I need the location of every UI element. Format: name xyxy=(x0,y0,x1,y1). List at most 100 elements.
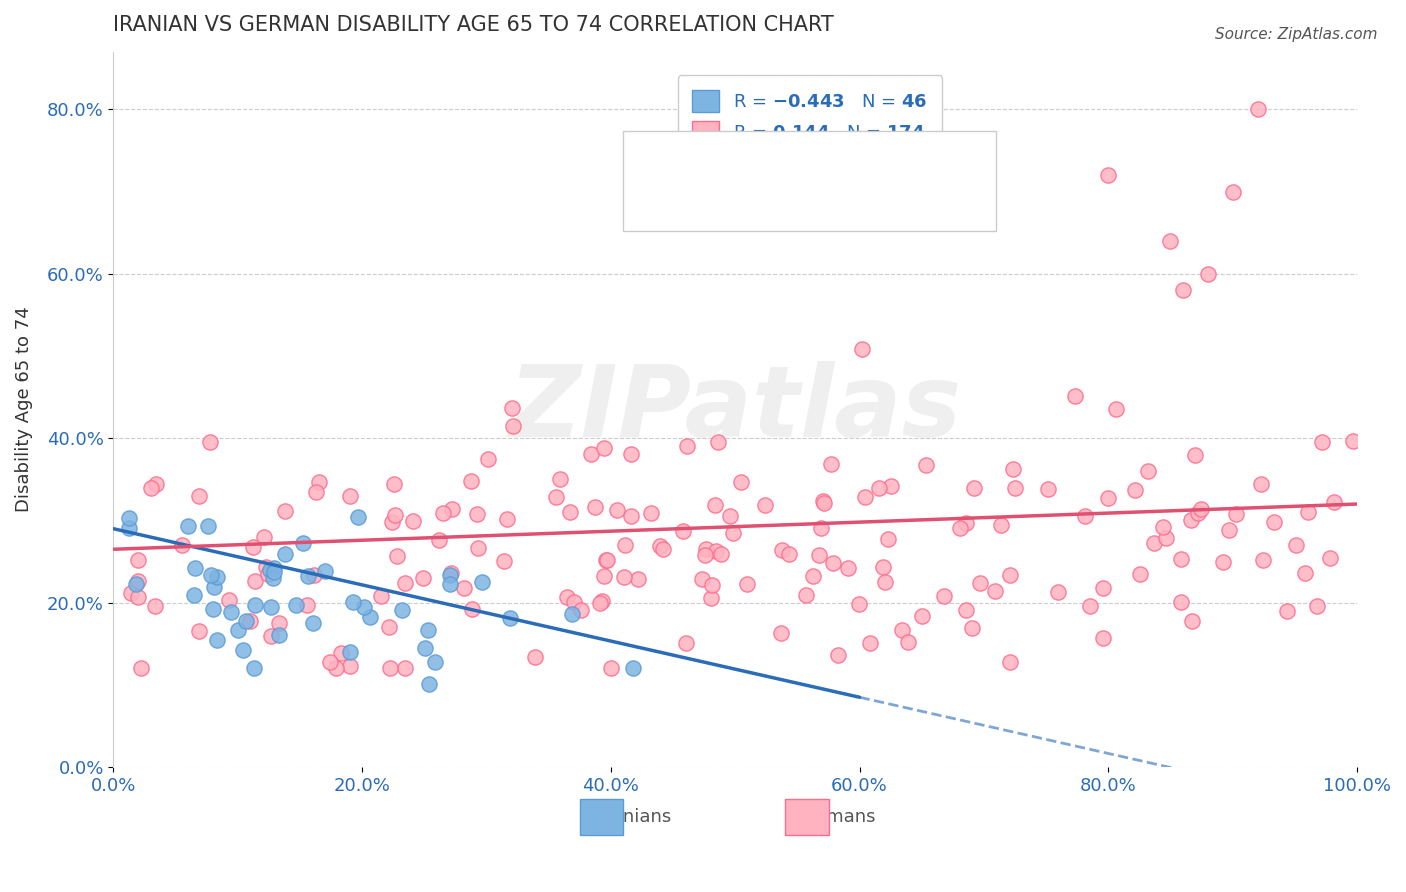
Point xyxy=(770,542,793,557)
Point xyxy=(911,609,934,624)
Point xyxy=(1129,567,1152,582)
Text: IRANIAN VS GERMAN DISABILITY AGE 65 TO 74 CORRELATION CHART: IRANIAN VS GERMAN DISABILITY AGE 65 TO 7… xyxy=(114,15,834,35)
Point xyxy=(1343,434,1365,448)
Point xyxy=(125,577,148,591)
Point xyxy=(245,574,267,589)
Point xyxy=(1092,631,1115,645)
Point xyxy=(384,508,406,523)
FancyBboxPatch shape xyxy=(579,799,623,835)
Point xyxy=(955,603,977,617)
Point xyxy=(1181,614,1204,628)
Point xyxy=(339,489,361,503)
Point xyxy=(808,548,831,562)
Point xyxy=(692,572,714,586)
Point xyxy=(675,636,697,650)
Point xyxy=(118,511,141,525)
Point xyxy=(188,624,211,638)
Point xyxy=(226,623,249,637)
Point xyxy=(1064,389,1087,403)
Point xyxy=(267,615,290,630)
FancyBboxPatch shape xyxy=(623,130,997,231)
Point xyxy=(235,614,257,628)
Point xyxy=(718,508,741,523)
Point xyxy=(1263,516,1285,530)
Point xyxy=(145,477,167,491)
Point xyxy=(471,574,494,589)
Point xyxy=(984,584,1007,599)
Point xyxy=(710,548,733,562)
Point xyxy=(319,655,342,669)
Point xyxy=(440,501,463,516)
Point xyxy=(382,476,405,491)
Point xyxy=(544,490,567,504)
Point xyxy=(1294,566,1316,580)
Point xyxy=(439,576,461,591)
Point xyxy=(1323,494,1346,508)
Point xyxy=(648,539,671,553)
Point xyxy=(198,434,221,449)
Point xyxy=(205,570,228,584)
Point xyxy=(1170,551,1192,566)
Point xyxy=(219,606,242,620)
Point xyxy=(614,538,637,552)
Point xyxy=(1306,599,1329,613)
Point xyxy=(412,571,434,585)
Point xyxy=(325,661,347,675)
Point xyxy=(413,640,436,655)
Point xyxy=(440,566,463,581)
Point xyxy=(1180,513,1202,527)
Point xyxy=(292,536,315,550)
Point xyxy=(706,544,728,558)
Point xyxy=(880,479,903,493)
Point xyxy=(827,648,849,663)
Point xyxy=(218,593,240,607)
Point xyxy=(494,554,516,568)
Point xyxy=(1285,538,1308,552)
Point xyxy=(302,615,325,630)
Point xyxy=(242,540,264,554)
Point xyxy=(305,485,328,500)
Point xyxy=(302,568,325,582)
Point xyxy=(998,568,1021,582)
Point xyxy=(183,588,205,602)
Point xyxy=(394,661,416,675)
Point xyxy=(284,598,307,612)
Point xyxy=(620,508,643,523)
Point xyxy=(453,581,475,595)
Point xyxy=(794,588,817,602)
Point xyxy=(465,507,488,521)
Point xyxy=(1097,168,1119,182)
Point xyxy=(998,655,1021,669)
Point xyxy=(391,603,413,617)
Point xyxy=(501,401,523,416)
Point xyxy=(477,452,499,467)
Point xyxy=(502,419,524,434)
Point xyxy=(141,481,163,495)
Point xyxy=(200,567,222,582)
Point xyxy=(257,566,280,581)
Point xyxy=(770,625,793,640)
Point xyxy=(778,547,800,561)
Point xyxy=(177,519,200,533)
Point xyxy=(652,541,675,556)
Point xyxy=(1253,553,1275,567)
Point xyxy=(170,538,193,552)
Point xyxy=(243,660,266,674)
Point xyxy=(205,632,228,647)
Point xyxy=(811,494,834,508)
Point xyxy=(813,496,835,510)
Point xyxy=(339,658,361,673)
Point xyxy=(188,489,211,503)
Point xyxy=(969,576,991,591)
Point xyxy=(700,591,723,605)
Point xyxy=(1171,283,1194,297)
Point xyxy=(1212,556,1234,570)
Point xyxy=(1319,551,1341,566)
Point xyxy=(402,515,425,529)
Point xyxy=(596,553,619,567)
Point xyxy=(1296,505,1319,519)
Point xyxy=(1184,448,1206,462)
Point xyxy=(183,561,205,575)
Point xyxy=(583,500,606,514)
Point xyxy=(143,599,166,613)
